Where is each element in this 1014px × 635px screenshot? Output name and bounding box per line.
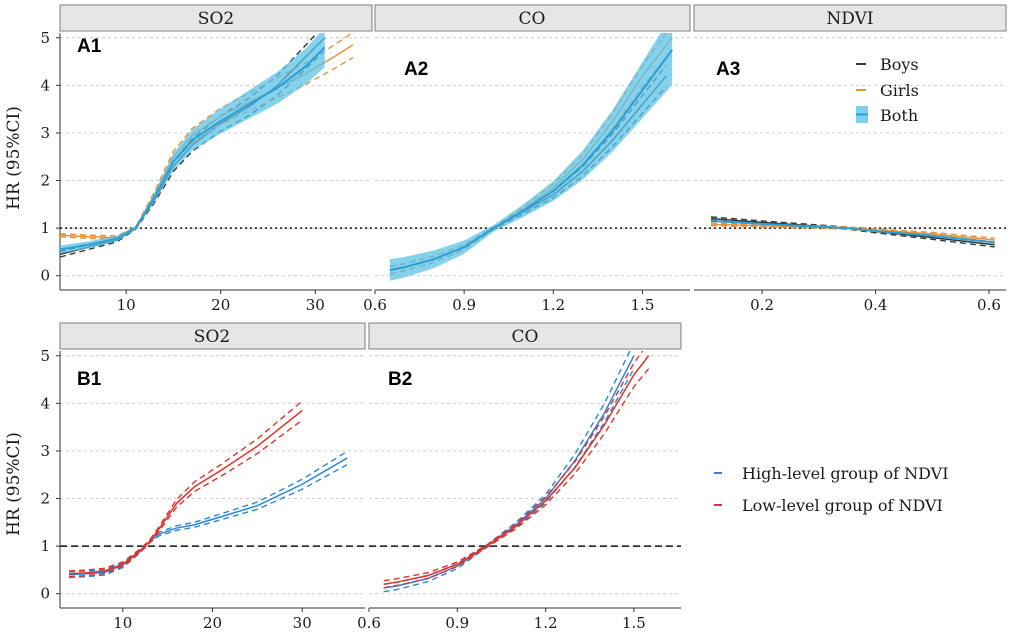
y-axis-title-top: HR (95%CI) [4,106,24,210]
legend-ndvi: High-level group of NDVI Low-level group… [714,464,949,515]
y-tick-label: 1 [40,219,50,237]
series-line-both [710,219,995,244]
x-tick-label: 0.4 [864,296,888,314]
ci-band-both [389,33,673,281]
ci-band-both [60,33,325,254]
y-tick-label: 2 [40,172,50,190]
series-line-low-level-group-of-ndvi [68,409,303,575]
ci-upper-high-level-group-of-ndvi [68,450,348,573]
series-line-both [60,46,326,251]
legend-label: Girls [880,81,919,100]
strip-label: SO2 [194,327,230,347]
x-tick-label: 10 [113,614,132,632]
x-tick-label: 10 [117,296,136,314]
y-tick-label: 4 [40,394,50,412]
x-tick-label: 0.9 [452,296,476,314]
legend-label: High-level group of NDVI [742,464,949,483]
x-tick-label: 0.6 [357,614,381,632]
x-tick-label: 1.2 [541,296,565,314]
y-tick-label: 0 [40,585,50,603]
x-tick-label: 1.2 [534,614,558,632]
ci-upper-high-level-group-of-ndvi [383,351,631,585]
panel-label-B1: B1 [77,369,102,390]
y-tick-label: 3 [40,124,50,142]
ci-lower-low-level-group-of-ndvi [383,368,650,589]
series-line-high-level-group-of-ndvi [68,457,348,576]
x-tick-label: 0.9 [445,614,469,632]
ci-lower-boys [60,50,326,258]
y-axis-title-bottom: HR (95%CI) [4,432,24,536]
legend-label: Both [880,106,918,125]
ci-lower-high-level-group-of-ndvi [68,464,348,579]
x-tick-label: 0.6 [363,296,387,314]
ci-lower-low-level-group-of-ndvi [68,419,303,578]
series-line-low-level-group-of-ndvi [383,355,650,585]
legend-item-both: Both [856,106,918,125]
ci-lower-girls [60,56,354,241]
legend-item-boys: Boys [856,55,919,74]
panel-A2: 0.6 0.9 1.2 1.5 [363,33,690,314]
plot-area [389,33,673,281]
plot-area [383,351,650,593]
y-tick-label: 5 [40,347,50,365]
series-line-both [389,49,673,271]
strip-A3: NDVI [693,4,1007,32]
x-tick-label: 0.6 [977,296,1001,314]
strip-A2: CO [374,4,691,32]
y-tick-label: 3 [40,442,50,460]
strip-label: CO [512,327,539,347]
strip-label: CO [519,9,546,29]
x-tick-label: 0.2 [750,296,774,314]
ci-upper-low-level-group-of-ndvi [383,351,644,582]
ci-lower-high-level-group-of-ndvi [383,368,635,593]
panel-B1: 0 1 2 3 4 5 10 20 30 [40,347,365,632]
x-tick-label: 1.5 [622,614,646,632]
legend-sex: Boys Girls Both [856,55,919,125]
x-tick-label: 20 [211,296,230,314]
panel-A1: 0 1 2 3 4 5 10 20 30 [40,29,372,314]
series-line-high-level-group-of-ndvi [383,355,635,589]
legend-item-high: High-level group of NDVI [714,464,949,483]
panel-A3: 0.2 0.4 0.6 [694,37,1006,314]
y-tick-label: 5 [40,29,50,47]
strip-label: NDVI [826,9,873,29]
y-tick-label: 1 [40,537,50,555]
plot-area [710,216,995,248]
ci-upper-low-level-group-of-ndvi [68,400,303,572]
legend-item-girls: Girls [856,81,919,100]
series-line-girls [389,37,673,271]
x-tick-label: 30 [306,296,325,314]
legend-item-low: Low-level group of NDVI [714,496,943,515]
strip-label: SO2 [198,9,234,29]
plot-area [68,400,348,579]
strip-B2: CO [368,322,682,350]
y-tick-label: 0 [40,267,50,285]
plot-area [60,33,354,258]
panel-label-B2: B2 [388,369,412,390]
y-tick-label: 4 [40,76,50,94]
ci-upper-girls [389,33,667,267]
legend-label: Boys [880,55,919,74]
panel-label-A3: A3 [716,59,740,80]
x-tick-label: 30 [293,614,312,632]
strip-B1: SO2 [59,322,366,350]
panel-B2: 0.6 0.9 1.2 1.5 [357,351,681,632]
panel-label-A2: A2 [404,59,428,80]
x-tick-label: 20 [203,614,222,632]
panel-label-A1: A1 [77,36,102,57]
strip-A1: SO2 [59,4,373,32]
x-tick-label: 1.5 [631,296,655,314]
legend-label: Low-level group of NDVI [742,496,943,515]
y-tick-label: 2 [40,490,50,508]
